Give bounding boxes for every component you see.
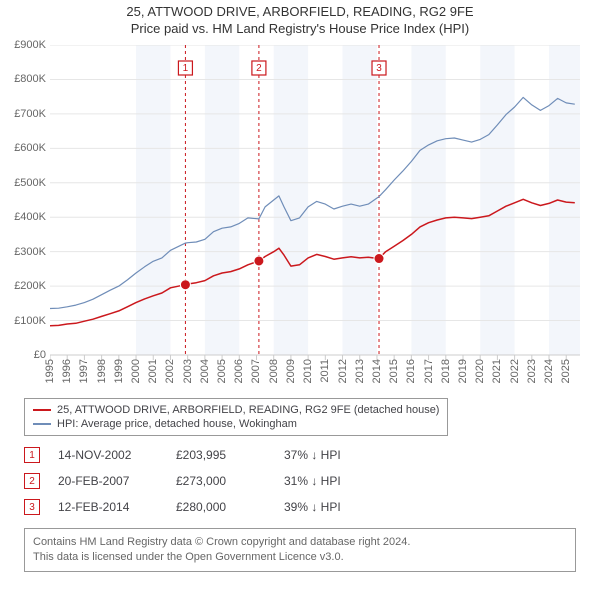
- legend-swatch-property: [33, 409, 51, 411]
- svg-text:3: 3: [376, 63, 382, 74]
- x-tick-label: 1999: [113, 359, 125, 383]
- legend-row-property: 25, ATTWOOD DRIVE, ARBORFIELD, READING, …: [33, 403, 439, 417]
- x-tick-label: 2017: [423, 359, 435, 383]
- x-tick-label: 2021: [491, 359, 503, 383]
- sales-table: 1 14-NOV-2002 £203,995 37% ↓ HPI 2 20-FE…: [24, 442, 374, 520]
- y-tick-label: £700K: [14, 108, 46, 120]
- x-tick-label: 1996: [61, 359, 73, 383]
- footer-line-1: Contains HM Land Registry data © Crown c…: [33, 535, 567, 550]
- y-tick-label: £900K: [14, 39, 46, 51]
- x-tick-label: 2010: [302, 359, 314, 383]
- x-tick-label: 2018: [440, 359, 452, 383]
- y-tick-label: £300K: [14, 246, 46, 258]
- svg-text:1: 1: [183, 63, 189, 74]
- sale-row-2: 2 20-FEB-2007 £273,000 31% ↓ HPI: [24, 468, 374, 494]
- title-line-2: Price paid vs. HM Land Registry's House …: [0, 21, 600, 38]
- legend-label-hpi: HPI: Average price, detached house, Woki…: [57, 418, 297, 430]
- x-tick-label: 2008: [268, 359, 280, 383]
- chart-plot-area: 123 £0£100K£200K£300K£400K£500K£600K£700…: [50, 45, 580, 355]
- x-tick-label: 1997: [78, 359, 90, 383]
- legend-box: 25, ATTWOOD DRIVE, ARBORFIELD, READING, …: [24, 398, 448, 436]
- x-tick-label: 2009: [285, 359, 297, 383]
- x-tick-label: 2013: [354, 359, 366, 383]
- x-tick-label: 2022: [509, 359, 521, 383]
- chart-svg: 1 2 3: [50, 45, 580, 390]
- x-tick-label: 1995: [44, 359, 56, 383]
- sale-price-2: £273,000: [176, 474, 266, 488]
- x-tick-label: 2011: [319, 359, 331, 383]
- chart-container: 25, ATTWOOD DRIVE, ARBORFIELD, READING, …: [0, 0, 600, 590]
- sale-delta-1: 37% ↓ HPI: [284, 448, 374, 462]
- x-tick-label: 2023: [526, 359, 538, 383]
- x-tick-label: 2020: [474, 359, 486, 383]
- y-tick-label: £600K: [14, 142, 46, 154]
- title-block: 25, ATTWOOD DRIVE, ARBORFIELD, READING, …: [0, 0, 600, 38]
- x-tick-label: 2025: [560, 359, 572, 383]
- sale-row-1: 1 14-NOV-2002 £203,995 37% ↓ HPI: [24, 442, 374, 468]
- legend-swatch-hpi: [33, 423, 51, 425]
- x-tick-label: 2000: [130, 359, 142, 383]
- sale-marker-2: 2: [24, 473, 40, 489]
- y-tick-label: £100K: [14, 315, 46, 327]
- x-tick-label: 2016: [405, 359, 417, 383]
- x-tick-label: 2012: [337, 359, 349, 383]
- footer-line-2: This data is licensed under the Open Gov…: [33, 550, 567, 565]
- y-tick-label: £400K: [14, 211, 46, 223]
- sale-price-1: £203,995: [176, 448, 266, 462]
- title-line-1: 25, ATTWOOD DRIVE, ARBORFIELD, READING, …: [0, 4, 600, 21]
- x-tick-label: 2001: [147, 359, 159, 383]
- svg-text:2: 2: [256, 63, 262, 74]
- x-tick-label: 2019: [457, 359, 469, 383]
- legend-row-hpi: HPI: Average price, detached house, Woki…: [33, 417, 439, 431]
- sale-date-2: 20-FEB-2007: [58, 474, 158, 488]
- legend-label-property: 25, ATTWOOD DRIVE, ARBORFIELD, READING, …: [57, 404, 439, 416]
- x-tick-label: 2002: [164, 359, 176, 383]
- x-tick-label: 2024: [543, 359, 555, 383]
- sale-marker-1: 1: [24, 447, 40, 463]
- y-tick-label: £800K: [14, 73, 46, 85]
- sale-row-3: 3 12-FEB-2014 £280,000 39% ↓ HPI: [24, 494, 374, 520]
- sale-marker-3: 3: [24, 499, 40, 515]
- x-tick-label: 2006: [233, 359, 245, 383]
- x-tick-label: 2015: [388, 359, 400, 383]
- x-tick-label: 2007: [250, 359, 262, 383]
- x-tick-label: 2014: [371, 359, 383, 383]
- x-tick-label: 2005: [216, 359, 228, 383]
- sale-price-3: £280,000: [176, 500, 266, 514]
- x-tick-label: 2003: [182, 359, 194, 383]
- y-tick-label: £500K: [14, 177, 46, 189]
- x-tick-label: 2004: [199, 359, 211, 383]
- sale-delta-2: 31% ↓ HPI: [284, 474, 374, 488]
- sale-delta-3: 39% ↓ HPI: [284, 500, 374, 514]
- x-tick-label: 1998: [96, 359, 108, 383]
- footer-attrib: Contains HM Land Registry data © Crown c…: [24, 528, 576, 572]
- sale-date-3: 12-FEB-2014: [58, 500, 158, 514]
- sale-date-1: 14-NOV-2002: [58, 448, 158, 462]
- y-tick-label: £200K: [14, 280, 46, 292]
